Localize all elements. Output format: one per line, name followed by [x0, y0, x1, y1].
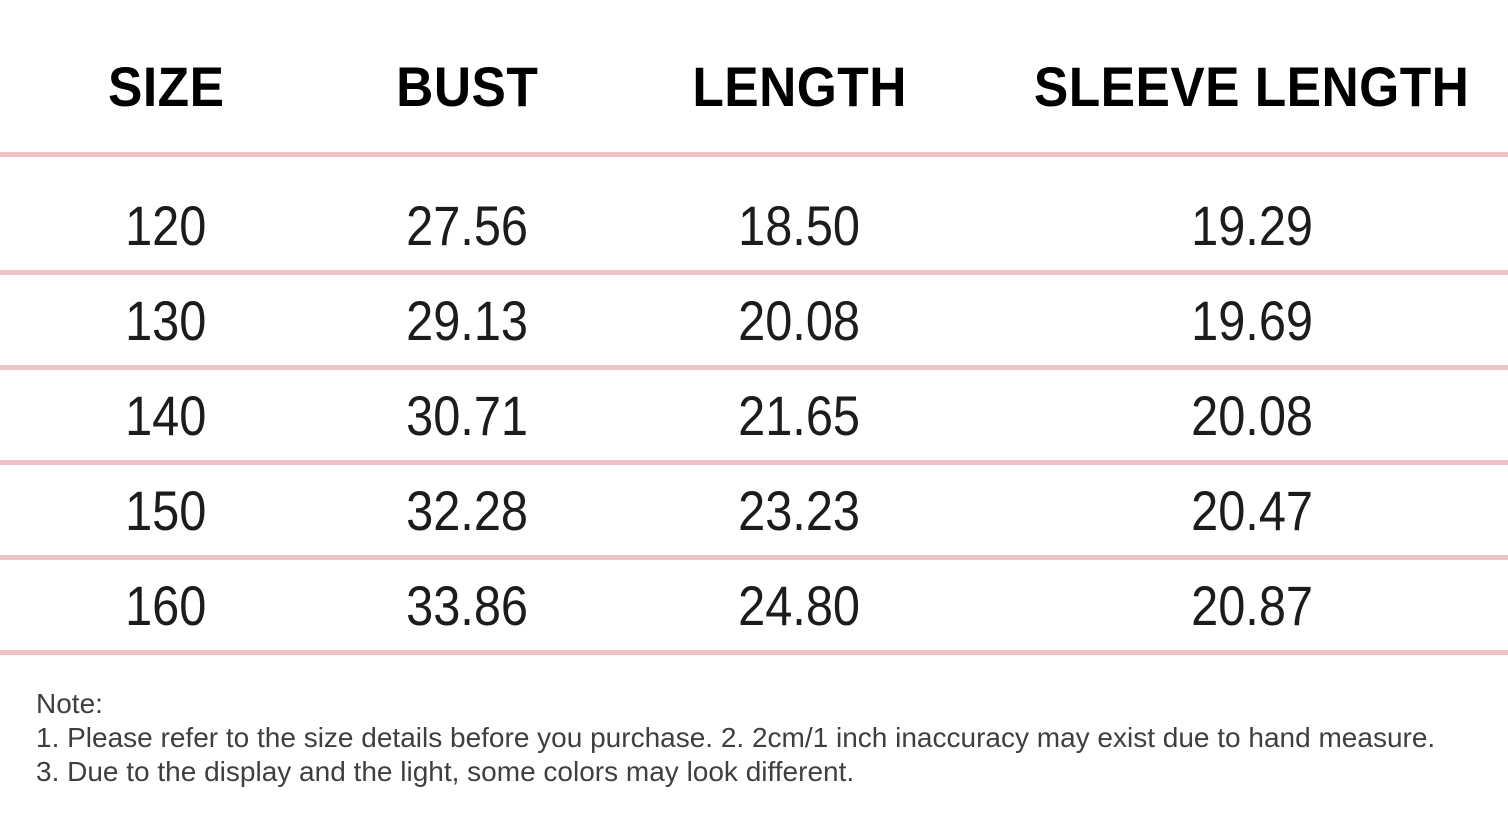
length-value: 24.80	[738, 573, 861, 637]
cell-size: 120	[0, 181, 332, 270]
bust-value: 30.71	[406, 383, 529, 447]
table-row-size-130: 130 29.13 20.08 19.69	[0, 275, 1508, 370]
bust-value: 29.13	[406, 288, 529, 352]
cell-size: 160	[0, 560, 332, 650]
column-header-size: SIZE	[107, 55, 225, 118]
sleeve-length-value: 20.87	[1190, 573, 1313, 637]
cell-bust: 29.13	[332, 275, 603, 365]
length-value: 20.08	[738, 288, 861, 352]
cell-length: 23.23	[603, 465, 995, 555]
bust-value: 33.86	[406, 573, 529, 637]
column-header-length: LENGTH	[691, 55, 907, 118]
cell-bust: 33.86	[332, 560, 603, 650]
cell-sleeve-length: 20.08	[995, 370, 1508, 460]
cell-bust: 30.71	[332, 370, 603, 460]
header-cell-sleeve-length: SLEEVE LENGTH	[995, 21, 1508, 152]
size-value: 160	[125, 573, 207, 637]
cell-sleeve-length: 20.87	[995, 560, 1508, 650]
table-header-row: SIZE BUST LENGTH SLEEVE LENGTH	[0, 0, 1508, 157]
cell-bust: 32.28	[332, 465, 603, 555]
cell-sleeve-length: 20.47	[995, 465, 1508, 555]
size-table: SIZE BUST LENGTH SLEEVE LENGTH 120 27.56…	[0, 0, 1508, 655]
sleeve-length-value: 19.29	[1190, 194, 1313, 257]
cell-length: 20.08	[603, 275, 995, 365]
cell-bust: 27.56	[332, 181, 603, 270]
size-value: 130	[125, 288, 207, 352]
size-value: 120	[125, 194, 207, 257]
table-row-size-140: 140 30.71 21.65 20.08	[0, 370, 1508, 465]
header-cell-length: LENGTH	[603, 21, 995, 152]
header-cell-size: SIZE	[0, 21, 332, 152]
header-cell-bust: BUST	[332, 21, 603, 152]
note-section: Note: 1. Please refer to the size detail…	[36, 687, 1508, 789]
cell-length: 24.80	[603, 560, 995, 650]
length-value: 23.23	[738, 478, 861, 542]
note-line-1: 1. Please refer to the size details befo…	[36, 722, 1436, 753]
cell-size: 150	[0, 465, 332, 555]
table-row-size-120: 120 27.56 18.50 19.29	[0, 157, 1508, 275]
cell-length: 21.65	[603, 370, 995, 460]
length-value: 21.65	[738, 383, 861, 447]
column-header-bust: BUST	[396, 55, 539, 118]
size-value: 150	[125, 478, 207, 542]
note-label: Note:	[36, 688, 103, 719]
size-value: 140	[125, 383, 207, 447]
bust-value: 27.56	[406, 194, 529, 257]
table-row-size-160: 160 33.86 24.80 20.87	[0, 560, 1508, 655]
cell-sleeve-length: 19.29	[995, 181, 1508, 270]
cell-sleeve-length: 19.69	[995, 275, 1508, 365]
sleeve-length-value: 20.08	[1190, 383, 1313, 447]
length-value: 18.50	[738, 194, 861, 257]
sleeve-length-value: 19.69	[1190, 288, 1313, 352]
cell-length: 18.50	[603, 181, 995, 270]
bust-value: 32.28	[406, 478, 529, 542]
column-header-sleeve-length: SLEEVE LENGTH	[1033, 55, 1470, 118]
cell-size: 140	[0, 370, 332, 460]
note-line-2: 3. Due to the display and the light, som…	[36, 756, 855, 787]
sleeve-length-value: 20.47	[1190, 478, 1313, 542]
cell-size: 130	[0, 275, 332, 365]
table-row-size-150: 150 32.28 23.23 20.47	[0, 465, 1508, 560]
